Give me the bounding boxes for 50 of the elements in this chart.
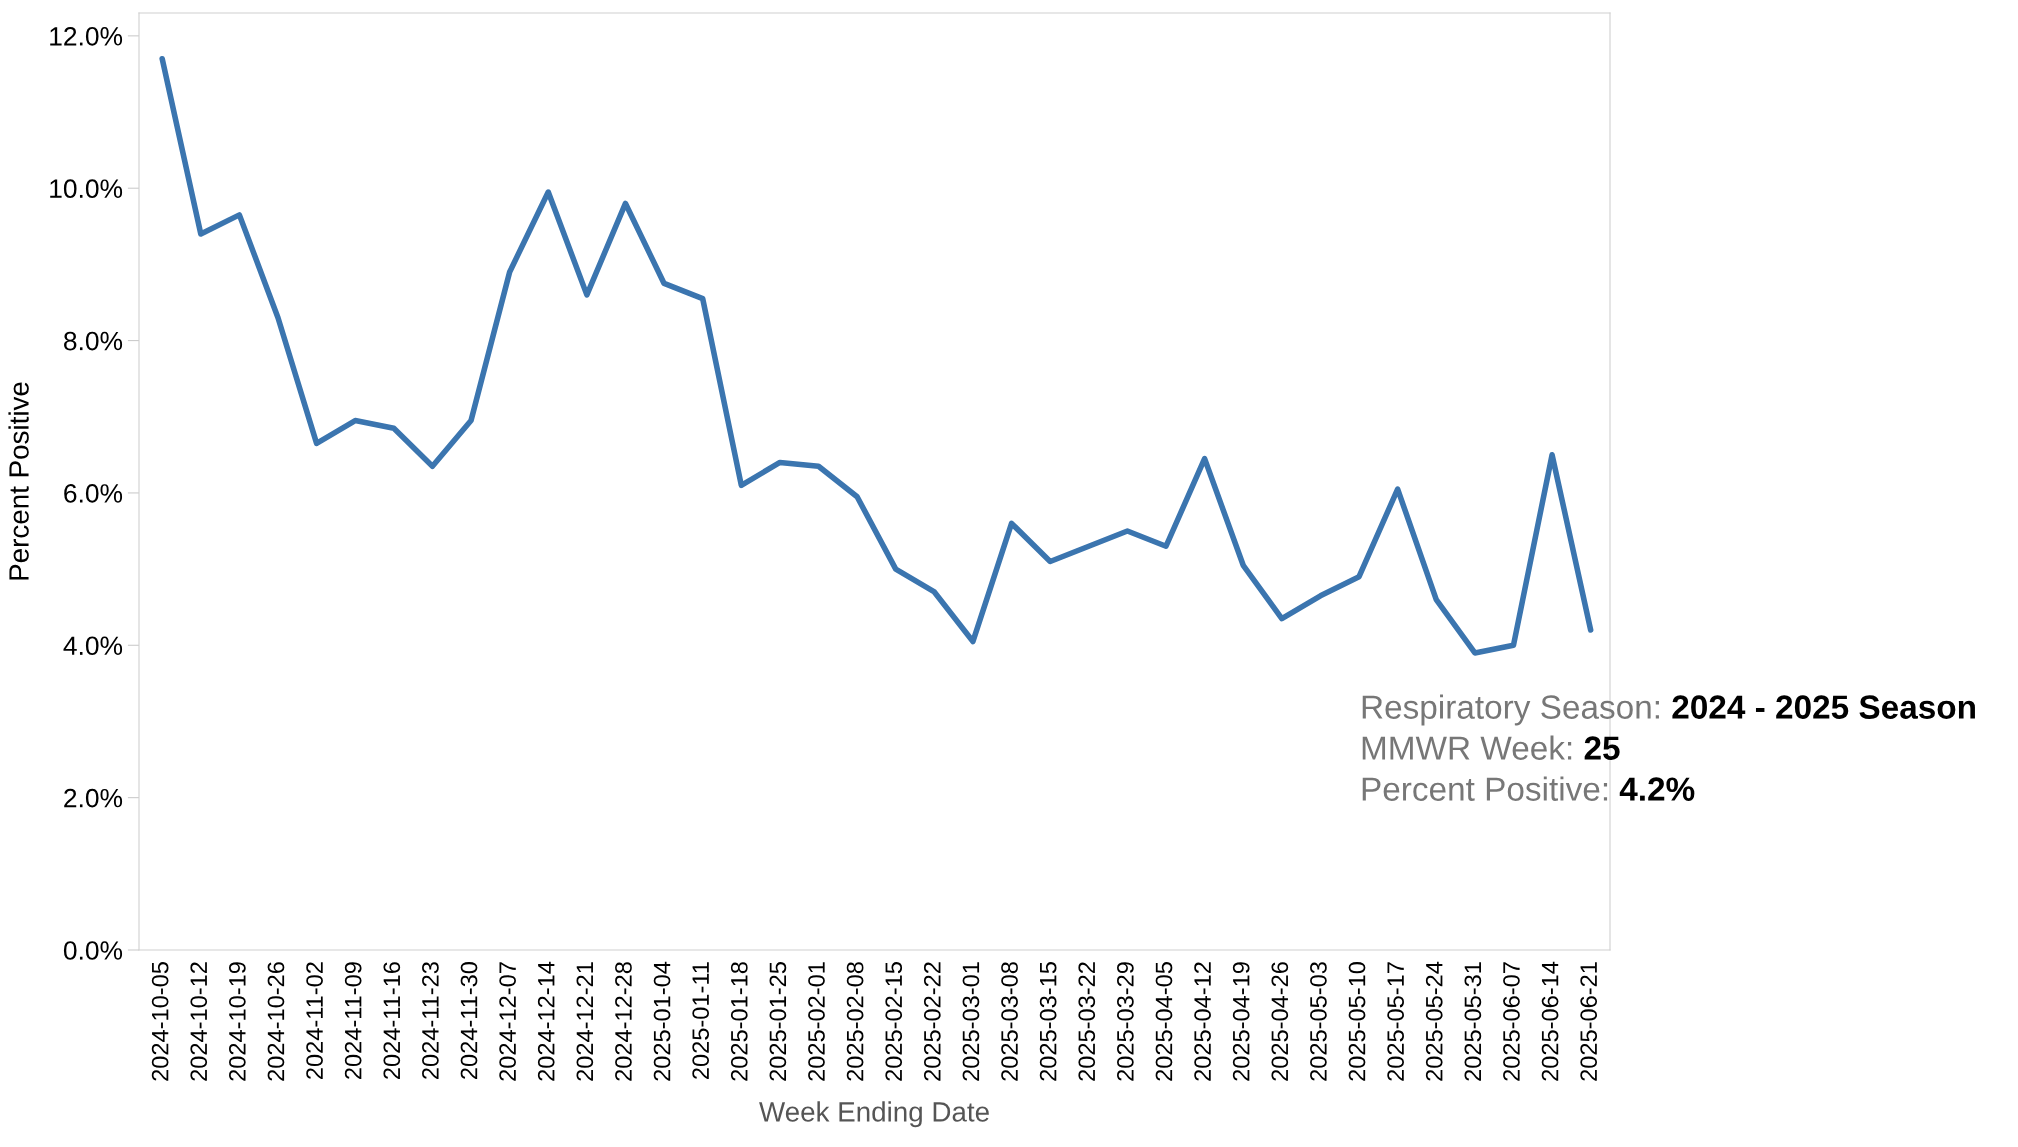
x-tick-label: 2025-04-05 — [1155, 962, 1173, 1081]
x-tick-label: 2024-11-02 — [306, 962, 323, 1079]
x-tick-label: 2024-10-26 — [267, 962, 285, 1081]
y-tick-label: 4.0% — [63, 636, 123, 656]
x-tick-label: 2025-03-01 — [962, 962, 980, 1081]
x-tick-label: 2025-03-29 — [1117, 962, 1134, 1081]
x-tick-label: 2024-12-28 — [615, 962, 632, 1081]
x-tick-label: 2025-02-22 — [923, 962, 941, 1081]
x-tick-label: 2025-05-31 — [1464, 962, 1482, 1081]
x-tick-label: 2025-06-07 — [1503, 962, 1520, 1081]
x-tick-label: 2024-10-19 — [229, 962, 246, 1081]
annotation: MMWR Week: 25 — [1362, 735, 1620, 760]
x-axis-title: Week Ending Date — [759, 1101, 989, 1128]
x-tick-label: 2025-05-17 — [1387, 962, 1404, 1081]
y-tick-label: 12.0% — [50, 26, 123, 46]
annotation: Percent Positive: 4.2% — [1362, 776, 1695, 801]
x-tick-label: 2025-02-01 — [808, 962, 825, 1081]
x-tick-label: 2024-11-09 — [344, 962, 362, 1079]
x-tick-label: 2025-04-19 — [1232, 962, 1250, 1081]
x-tick-label: 2025-06-21 — [1580, 962, 1598, 1081]
x-tick-label: 2025-01-18 — [730, 962, 748, 1081]
y-tick-label: 8.0% — [64, 331, 123, 351]
x-tick-label: 2024-12-14 — [537, 961, 555, 1081]
x-tick-label: 2025-01-25 — [769, 962, 787, 1081]
x-tick-label: 2025-01-11 — [692, 962, 710, 1079]
x-tick-label: 2025-02-15 — [885, 962, 903, 1081]
x-tick-label: 2024-12-07 — [499, 962, 516, 1081]
y-tick-label: 10.0% — [50, 179, 123, 199]
y-axis-title: Percent Positive — [8, 382, 29, 580]
x-tick-label: 2025-02-08 — [846, 962, 864, 1081]
annotation: Respiratory Season: 2024 - 2025 Season — [1362, 694, 1975, 726]
x-tick-label: 2024-11-23 — [422, 962, 439, 1079]
x-tick-label: 2025-04-12 — [1194, 962, 1211, 1081]
x-tick-label: 2025-01-04 — [653, 961, 671, 1081]
x-tick-label: 2025-03-15 — [1039, 962, 1057, 1081]
y-tick-label: 6.0% — [64, 484, 123, 503]
x-tick-label: 2024-11-30 — [460, 962, 478, 1079]
x-tick-label: 2025-05-10 — [1348, 962, 1366, 1081]
x-tick-label: 2024-11-16 — [383, 962, 401, 1079]
y-tick-label: 2.0% — [64, 788, 123, 808]
x-tick-label: 2025-05-03 — [1310, 962, 1327, 1081]
x-tick-label: 2025-03-08 — [1001, 962, 1018, 1081]
x-tick-label: 2024-12-21 — [576, 962, 594, 1081]
x-tick-label: 2024-10-12 — [190, 962, 208, 1081]
y-tick-label: 0.0% — [63, 941, 123, 960]
x-tick-label: 2024-10-05 — [151, 962, 169, 1081]
x-tick-label: 2025-03-22 — [1078, 962, 1096, 1081]
x-tick-label: 2025-05-24 — [1425, 961, 1443, 1081]
x-tick-label: 2025-04-26 — [1271, 962, 1289, 1081]
x-tick-label: 2025-06-14 — [1541, 961, 1559, 1081]
